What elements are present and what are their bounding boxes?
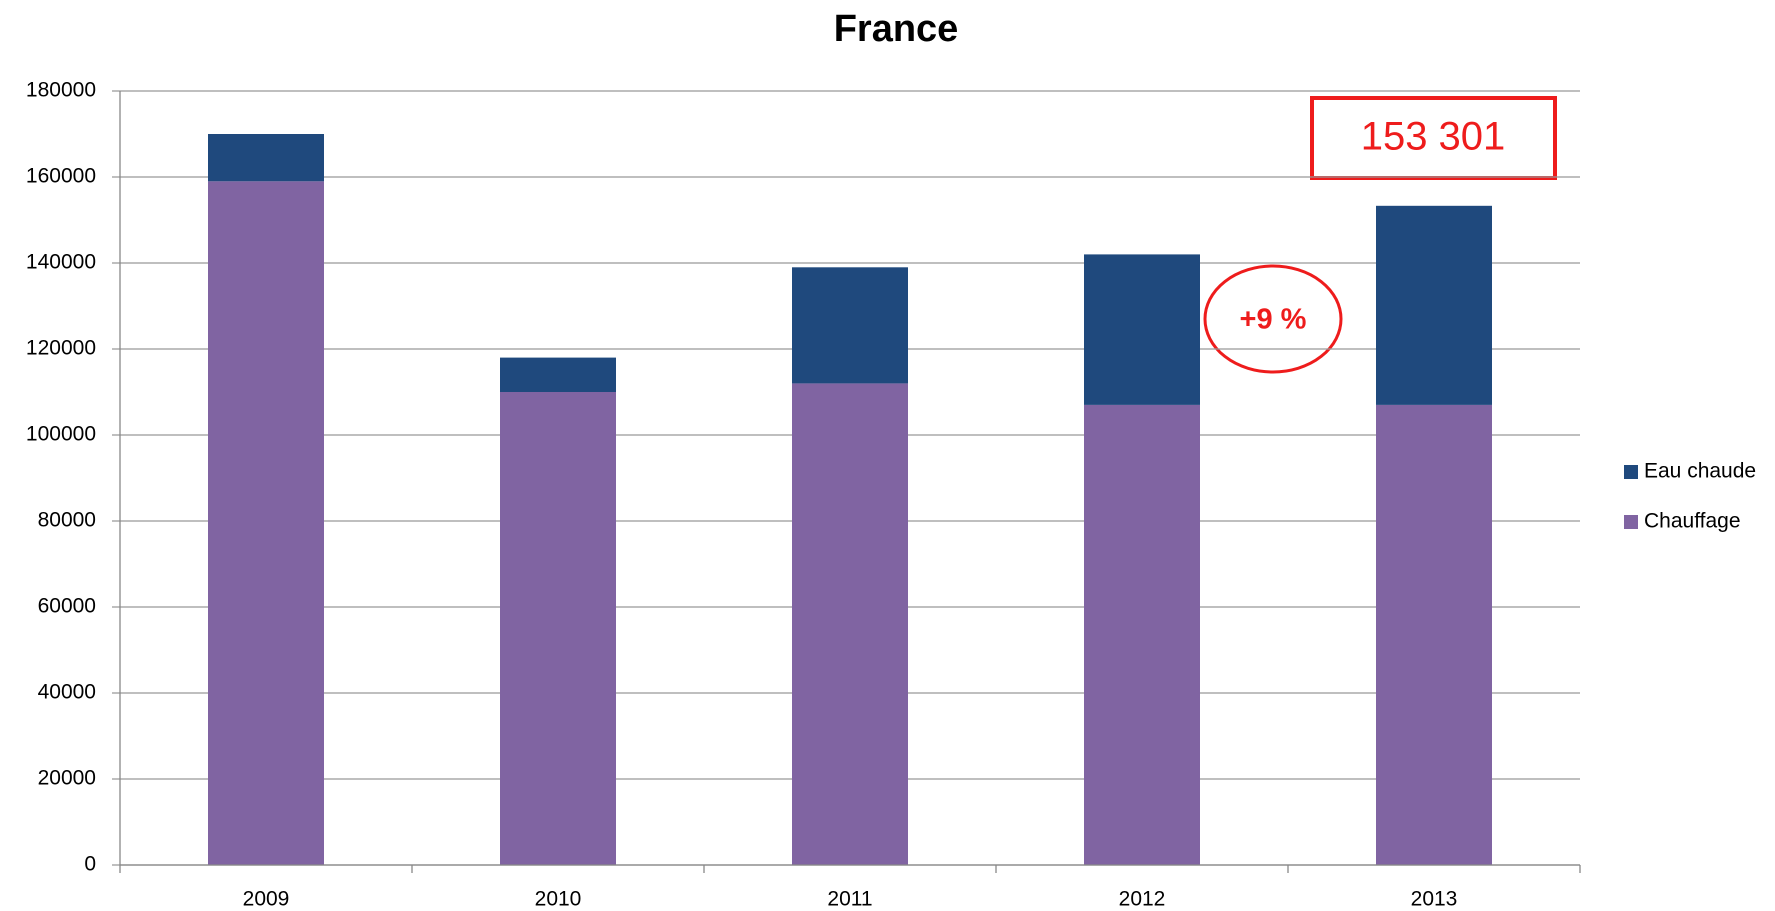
bar-segment	[500, 357, 616, 392]
x-tick-label: 2011	[827, 888, 872, 911]
y-tick-label: 60000	[38, 595, 96, 618]
annotation: +9 %	[1240, 304, 1307, 336]
y-tick-label: 180000	[26, 79, 96, 102]
chart-title: France	[834, 8, 959, 50]
y-tick-label: 0	[84, 853, 96, 876]
annotation: 153 301	[1361, 115, 1506, 159]
x-tick-label: 2013	[1411, 888, 1458, 911]
annotation-box	[1310, 96, 1557, 180]
legend-swatch	[1624, 465, 1638, 479]
bar-segment	[1084, 254, 1200, 405]
bar-segment	[792, 267, 908, 384]
bar-segment	[1376, 205, 1492, 405]
bar-segment	[792, 383, 908, 865]
x-tick-label: 2009	[243, 888, 290, 911]
legend-swatch	[1624, 515, 1638, 529]
bar-segment	[208, 181, 324, 866]
x-tick-label: 2012	[1119, 888, 1166, 911]
bar-segment	[208, 134, 324, 182]
bar-segment	[1084, 404, 1200, 865]
y-tick-label: 40000	[38, 681, 96, 704]
legend-label: Eau chaude	[1644, 460, 1756, 483]
y-tick-label: 160000	[26, 165, 96, 188]
y-tick-label: 120000	[26, 337, 96, 360]
y-tick-label: 140000	[26, 251, 96, 274]
bar-segment	[1376, 404, 1492, 865]
y-tick-label: 20000	[38, 767, 96, 790]
x-tick-label: 2010	[535, 888, 582, 911]
legend-label: Chauffage	[1644, 510, 1741, 533]
bar-segment	[500, 392, 616, 865]
y-tick-label: 100000	[26, 423, 96, 446]
y-tick-label: 80000	[38, 509, 96, 532]
annotation-ellipse	[1203, 264, 1343, 374]
